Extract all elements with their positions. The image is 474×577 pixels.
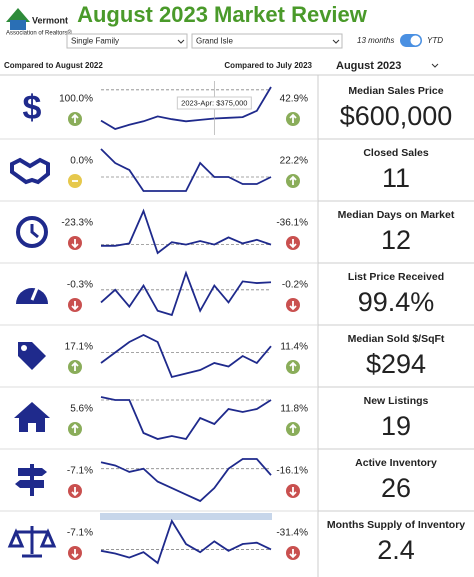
property-dropdown[interactable]: Single Family bbox=[66, 33, 188, 49]
trend-arrow bbox=[71, 239, 79, 249]
sparkline bbox=[100, 518, 272, 565]
mom-change: -16.1% bbox=[276, 466, 308, 477]
metric-label: List Price Received bbox=[348, 271, 444, 283]
dropdown-text: Single Family bbox=[71, 37, 119, 46]
yoy-change: -7.1% bbox=[67, 528, 93, 539]
sparkline bbox=[100, 86, 272, 130]
trend-arrow bbox=[71, 487, 79, 497]
yoy-change: -7.1% bbox=[67, 466, 93, 477]
yoy-change: 100.0% bbox=[59, 94, 93, 105]
mom-change: 11.8% bbox=[280, 404, 308, 415]
metric-value: 99.4% bbox=[358, 287, 435, 317]
trend-arrow bbox=[71, 549, 79, 559]
area-dropdown[interactable]: Grand Isle bbox=[191, 33, 343, 49]
trend-arrow bbox=[289, 175, 297, 185]
trend-arrow bbox=[71, 113, 79, 123]
sparkline bbox=[100, 333, 272, 379]
icon bbox=[21, 345, 27, 351]
metric-label: Median Days on Market bbox=[338, 209, 455, 221]
metric-label: Months Supply of Inventory bbox=[327, 519, 465, 531]
icon bbox=[7, 526, 57, 558]
tooltip bbox=[176, 96, 252, 110]
dropdown-text: Grand Isle bbox=[196, 37, 233, 46]
trend-arrow bbox=[71, 301, 79, 311]
icon bbox=[16, 288, 48, 304]
sparkline bbox=[100, 396, 272, 441]
sparkline bbox=[100, 458, 272, 503]
mom-change: -36.1% bbox=[276, 218, 308, 229]
icon bbox=[10, 157, 50, 185]
column-header: Compared to July 2023 bbox=[224, 61, 312, 70]
trend-arrow bbox=[289, 487, 297, 497]
metric-value: 11 bbox=[382, 163, 410, 193]
mom-change: -0.2% bbox=[282, 280, 308, 291]
trend-arrow bbox=[289, 361, 297, 371]
metric-value: 12 bbox=[381, 225, 411, 255]
icon bbox=[30, 224, 39, 239]
icon: $ bbox=[23, 89, 42, 127]
metric-label: Median Sales Price bbox=[348, 85, 443, 97]
toggle-label: YTD bbox=[427, 36, 443, 45]
yoy-change: 17.1% bbox=[65, 342, 93, 353]
mom-change: 11.4% bbox=[280, 342, 308, 353]
metric-label: New Listings bbox=[364, 395, 429, 407]
metric-label: Median Sold $/SqFt bbox=[348, 333, 445, 345]
mom-change: 22.2% bbox=[280, 156, 308, 167]
tooltip-text: 2023-Apr: $375,000 bbox=[181, 98, 247, 107]
yoy-change: -0.3% bbox=[67, 280, 93, 291]
metric-value: 26 bbox=[381, 473, 411, 503]
mom-change: -31.4% bbox=[276, 528, 308, 539]
highlight-band bbox=[100, 513, 272, 520]
logo-name: Vermont bbox=[32, 15, 68, 25]
trend-arrow bbox=[289, 423, 297, 433]
title: August 2023 Market Review bbox=[77, 2, 368, 27]
logo-org: Association of Realtors® bbox=[6, 30, 72, 37]
metric-rows: $100.0% 42.9% Median Sales Price $600,000 20… bbox=[0, 81, 474, 565]
sparkline bbox=[100, 270, 272, 317]
metric-value: 19 bbox=[381, 411, 411, 441]
metric-label: Closed Sales bbox=[363, 147, 429, 159]
metric-value: 2.4 bbox=[377, 535, 415, 565]
trend-arrow bbox=[71, 423, 79, 433]
yoy-change: 5.6% bbox=[70, 404, 93, 415]
dropdown-text: August 2023 bbox=[336, 60, 401, 72]
icon bbox=[16, 216, 48, 248]
sparkline bbox=[101, 208, 272, 255]
toggle[interactable] bbox=[400, 34, 422, 47]
trend-arrow bbox=[289, 549, 297, 559]
mom-change: 42.9% bbox=[280, 94, 308, 105]
yoy-change: -23.3% bbox=[61, 218, 93, 229]
toggle-label: 13 months bbox=[357, 36, 394, 45]
trend-arrow bbox=[289, 301, 297, 311]
metric-value: $600,000 bbox=[340, 101, 453, 131]
column-header: Compared to August 2022 bbox=[4, 61, 103, 70]
trend-arrow bbox=[289, 113, 297, 123]
sparkline bbox=[100, 148, 272, 192]
trend-arrow bbox=[289, 239, 297, 249]
month-dropdown[interactable]: August 2023 bbox=[336, 60, 439, 72]
metric-label: Active Inventory bbox=[355, 457, 437, 469]
trend-arrow bbox=[71, 361, 79, 371]
metric-value: $294 bbox=[366, 349, 426, 379]
yoy-change: 0.0% bbox=[70, 156, 93, 167]
icon bbox=[30, 287, 39, 301]
icon bbox=[15, 468, 47, 488]
logo: Vermont Association of Realtors® bbox=[6, 8, 72, 37]
icon bbox=[14, 402, 50, 432]
